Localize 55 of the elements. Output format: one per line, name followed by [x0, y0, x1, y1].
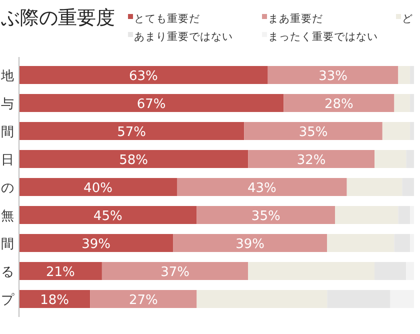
legend-label: まあ重要だ — [268, 12, 323, 25]
data-label: 32% — [296, 153, 326, 168]
data-label: 28% — [324, 97, 354, 112]
bar — [382, 122, 410, 140]
bar — [19, 206, 197, 224]
bar — [394, 94, 410, 112]
y-tick-label: プ — [1, 293, 15, 308]
bar — [19, 234, 174, 252]
y-tick-label: 日 — [1, 153, 14, 168]
legend-label: あまり重要ではない — [134, 30, 233, 43]
data-label: 58% — [119, 153, 148, 168]
bar — [19, 150, 248, 168]
y-tick-label: 与 — [1, 97, 14, 112]
y-tick-label: 地 — [0, 69, 14, 84]
legend-label: とても重要だ — [134, 12, 200, 25]
bar — [244, 122, 382, 140]
data-label: 39% — [82, 237, 110, 252]
bar — [196, 206, 335, 224]
y-tick-label: 間 — [1, 237, 14, 252]
legend-label: まったく重要ではない — [268, 30, 378, 43]
data-label: 57% — [117, 125, 146, 140]
data-label: 37% — [160, 265, 190, 280]
legend-label: ど — [402, 13, 413, 25]
bar — [398, 66, 410, 84]
bar — [19, 66, 268, 84]
data-label: 67% — [136, 97, 166, 112]
data-label: 45% — [93, 209, 122, 224]
bar — [19, 122, 244, 140]
bar — [90, 290, 197, 308]
data-label: 39% — [236, 237, 265, 252]
data-label: 27% — [128, 293, 158, 308]
data-label: 63% — [128, 69, 158, 84]
bar — [19, 94, 284, 112]
bar — [406, 262, 414, 280]
data-label: 40% — [84, 181, 112, 196]
bar — [177, 178, 347, 196]
data-label: 18% — [40, 293, 70, 308]
chart-title: ぶ際の重要度 — [1, 7, 115, 29]
y-tick-label: 間 — [1, 125, 14, 140]
data-label: 21% — [46, 265, 75, 280]
data-label: 35% — [251, 209, 280, 224]
data-label: 43% — [247, 181, 276, 196]
bar — [268, 66, 398, 84]
y-tick-label: 無 — [1, 209, 14, 224]
y-tick-label: の — [1, 181, 14, 196]
bar — [248, 150, 374, 168]
bar — [284, 94, 394, 112]
bar — [19, 262, 102, 280]
bar — [19, 178, 177, 196]
y-tick-label: る — [1, 265, 14, 280]
bar — [102, 262, 248, 280]
data-label: 33% — [318, 69, 348, 84]
bar — [390, 290, 414, 308]
data-label: 35% — [298, 125, 328, 140]
bar — [173, 234, 328, 252]
